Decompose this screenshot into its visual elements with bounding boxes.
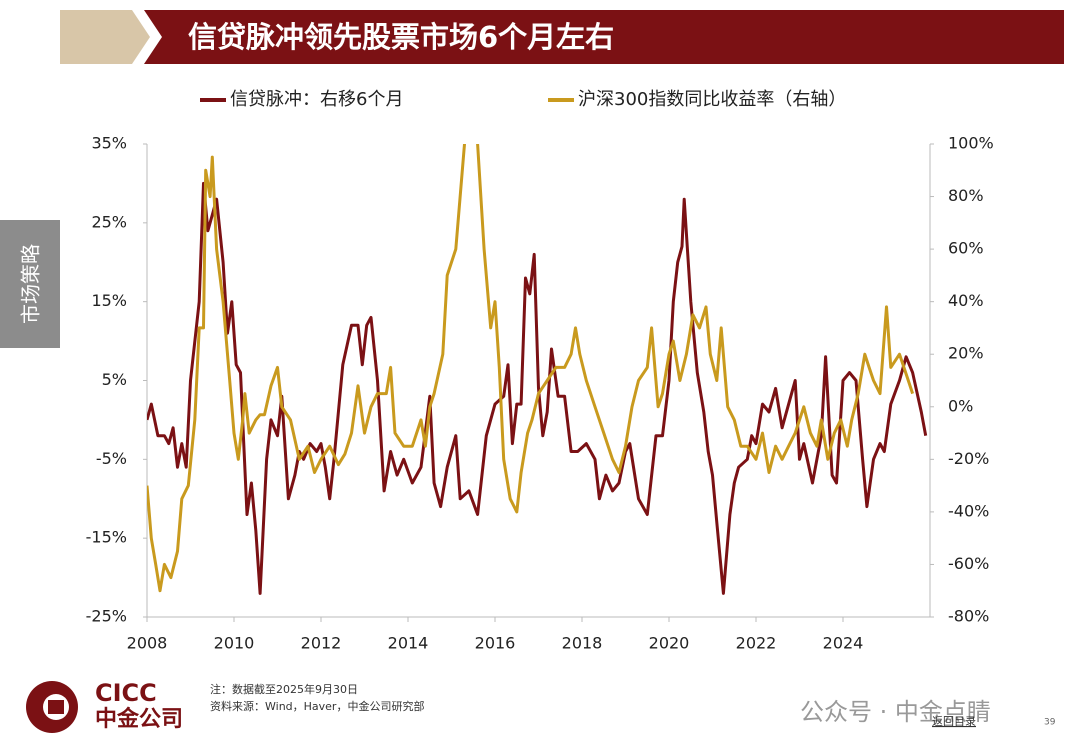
side-tab	[0, 220, 60, 348]
y-tick-label: -5%	[96, 449, 127, 468]
y2-tick-label: 80%	[948, 186, 984, 205]
y-tick-label: -15%	[86, 528, 127, 547]
x-tick-label: 2016	[475, 634, 516, 653]
legend-label: 沪深300指数同比收益率（右轴）	[578, 89, 846, 110]
series-line	[147, 181, 928, 595]
x-tick-label: 2014	[388, 634, 429, 653]
x-tick-label: 2018	[562, 634, 603, 653]
y2-tick-label: -60%	[948, 554, 989, 573]
x-tick-label: 2020	[649, 634, 690, 653]
y2-tick-label: 100%	[948, 134, 994, 153]
y-tick-label: 35%	[91, 134, 127, 153]
y2-tick-label: 0%	[948, 396, 973, 415]
y2-tick-label: -20%	[948, 449, 989, 468]
logo-cn: 中金公司	[95, 706, 183, 732]
x-tick-label: 2008	[127, 634, 168, 653]
y-tick-label: 5%	[102, 370, 127, 389]
back-link[interactable]: 返回目录	[932, 715, 976, 728]
title-accent	[60, 10, 150, 64]
y-tick-label: 15%	[91, 291, 127, 310]
y2-tick-label: 40%	[948, 291, 984, 310]
series-line	[147, 144, 915, 593]
x-tick-label: 2010	[214, 634, 255, 653]
watermark: 公众号 · 中金点睛	[800, 698, 991, 726]
logo-mark-square	[48, 700, 64, 714]
logo-en: CICC	[95, 679, 157, 707]
chart: 35% 25% 15% 5% -5% -15% -25% 100% 80% 60% 40% 20% 0%…	[86, 89, 994, 653]
source: 资料来源：Wind，Haver，中金公司研究部	[210, 699, 424, 713]
y-tick-label: 25%	[91, 212, 127, 231]
page-number: 39	[1044, 718, 1056, 728]
x-tick-label: 2022	[736, 634, 777, 653]
x-tick-label: 2024	[823, 634, 864, 653]
title-bar	[144, 10, 1064, 64]
y2-tick-label: 20%	[948, 344, 984, 363]
note: 注：数据截至2025年9月30日	[210, 682, 358, 696]
legend-label: 信贷脉冲：右移6个月	[230, 89, 403, 110]
y2-tick-label: 60%	[948, 239, 984, 258]
y2-tick-label: -80%	[948, 607, 989, 626]
side-tab-label: 市场策略	[19, 244, 43, 324]
y2-tick-label: -40%	[948, 501, 989, 520]
y-tick-label: -25%	[86, 607, 127, 626]
x-tick-label: 2012	[301, 634, 342, 653]
title: 信贷脉冲领先股票市场6个月左右	[188, 20, 614, 54]
